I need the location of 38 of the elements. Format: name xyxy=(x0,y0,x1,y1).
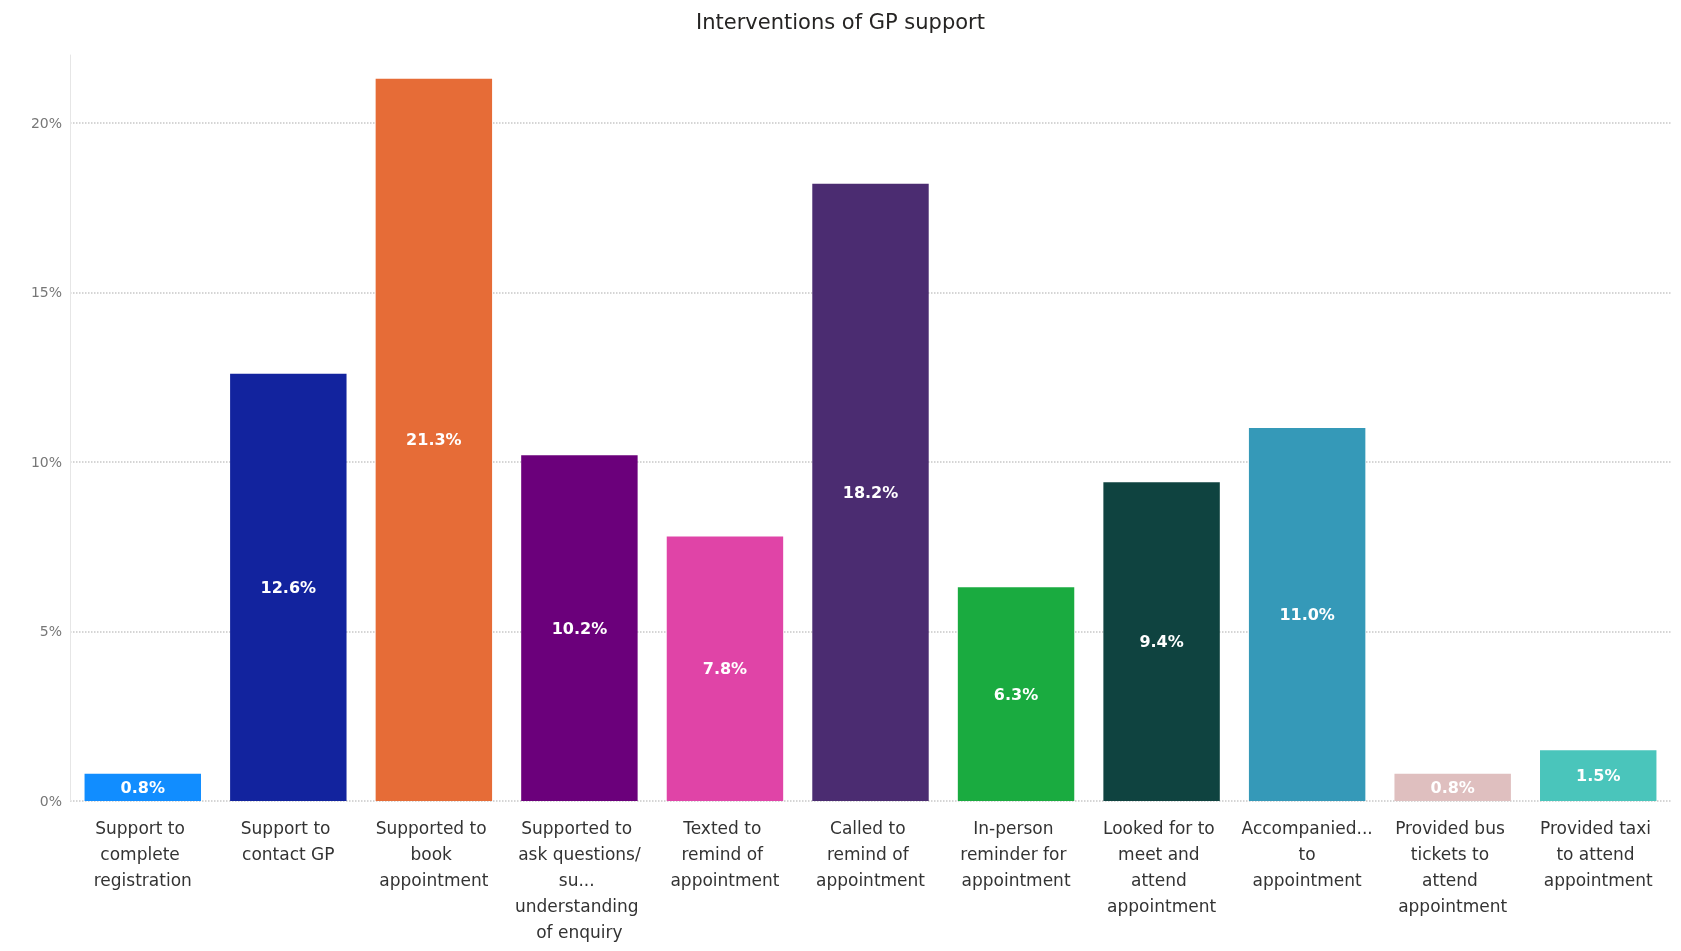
data-label: 12.6% xyxy=(260,577,317,597)
bar xyxy=(666,536,784,801)
bar xyxy=(957,587,1075,801)
y-tick-label: 10% xyxy=(30,453,62,470)
bar xyxy=(521,455,638,801)
bar xyxy=(1540,750,1657,801)
x-tick-label: In-person reminder for appointment xyxy=(960,818,1072,890)
x-tick-label: Support to complete registration xyxy=(93,818,192,890)
x-tick-label: Provided taxi to attend appointment xyxy=(1539,818,1657,890)
x-tick-label: Called to remind of appointment xyxy=(815,818,926,890)
bar xyxy=(1103,482,1220,801)
data-label: 9.4% xyxy=(1139,632,1184,652)
y-tick-label: 20% xyxy=(30,114,62,131)
data-label: 0.8% xyxy=(1430,777,1475,797)
data-label: 10.2% xyxy=(551,618,608,638)
data-label: 7.8% xyxy=(702,659,748,679)
bar xyxy=(1394,773,1511,801)
bar xyxy=(230,373,347,801)
data-label: 0.8% xyxy=(120,777,165,797)
x-tick-label: Texted to remind of appointment xyxy=(670,818,780,890)
y-tick-label: 0% xyxy=(39,793,62,809)
x-tick-label: Supported to book appointment xyxy=(375,818,493,890)
data-label: 21.3% xyxy=(406,430,462,450)
x-tick-label: Looked for to meet and attend appointment xyxy=(1103,818,1221,916)
x-tick-label: Supported to ask questions/su... understanding of enquiry xyxy=(514,818,644,942)
chart-title: Interventions of GP support xyxy=(696,9,985,34)
y-tick-label: 15% xyxy=(30,284,62,301)
data-label: 18.2% xyxy=(842,482,899,502)
bar xyxy=(1248,428,1366,801)
data-label: 6.3% xyxy=(993,684,1039,704)
data-label: 1.5% xyxy=(1576,766,1621,786)
y-tick-label: 5% xyxy=(39,623,62,640)
x-tick-label: Accompanied... to appointment xyxy=(1241,818,1373,890)
bar xyxy=(812,183,929,801)
x-tick-label: Support to contact GP xyxy=(240,818,336,864)
bar xyxy=(375,78,493,801)
x-tick-label: Provided bus tickets to attend appointment xyxy=(1395,818,1511,916)
data-label: 11.0% xyxy=(1279,605,1335,624)
